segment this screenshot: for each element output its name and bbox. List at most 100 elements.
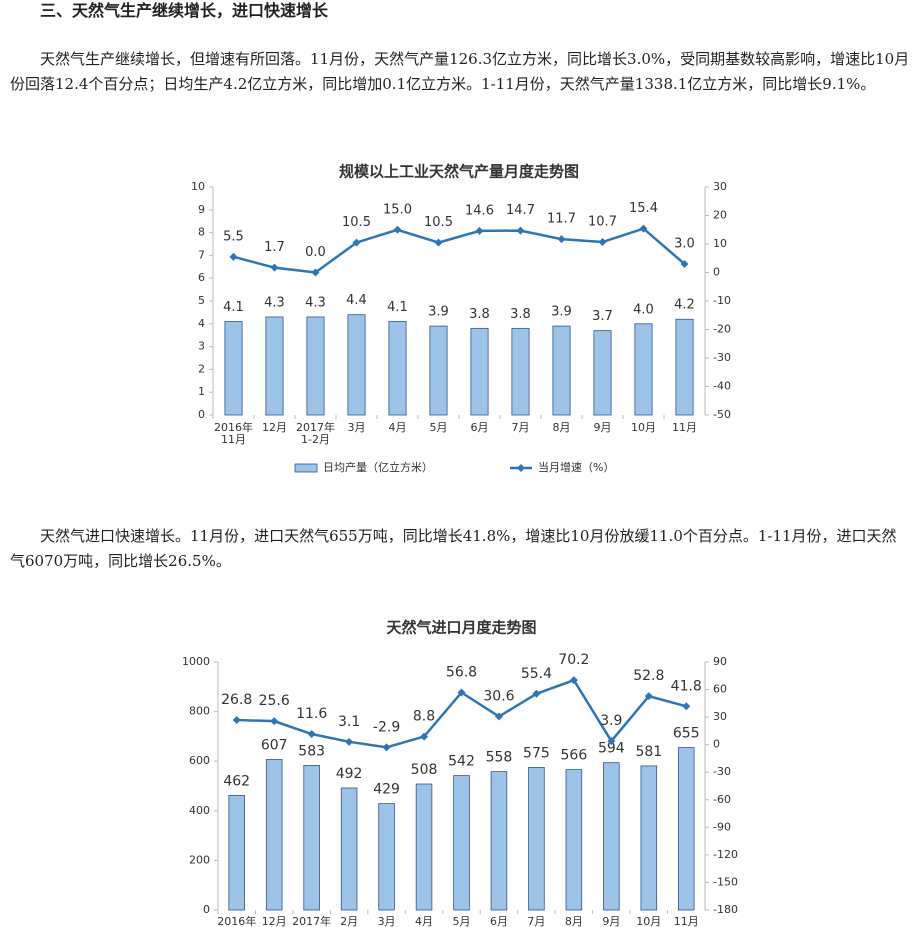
x-tick-label: 2017年: [292, 915, 332, 927]
bar-label: 594: [598, 741, 625, 757]
y-tick-label: 400: [189, 804, 210, 817]
y-tick-label: 4: [198, 317, 205, 330]
bar-label: 429: [373, 782, 400, 798]
y2-tick-label: -30: [713, 765, 731, 778]
y-tick-label: 5: [198, 294, 205, 307]
bar-label: 4.1: [223, 300, 244, 315]
y-tick-label: 6: [198, 271, 205, 284]
bar-label: 3.8: [469, 307, 490, 322]
point-label: 3.0: [674, 236, 695, 251]
marker: [457, 688, 466, 697]
marker: [352, 238, 361, 247]
bar-label: 583: [298, 743, 325, 759]
line: [233, 227, 686, 274]
x-tick-label: 4月: [388, 421, 407, 434]
legend-label: 日均产量（亿立方米）: [323, 460, 433, 474]
y2-tick-label: -150: [713, 875, 738, 888]
point-label: 11.7: [547, 212, 576, 227]
y2-tick-label: -60: [713, 793, 731, 806]
y-tick-label: 0: [198, 408, 205, 421]
bar: [228, 795, 245, 911]
bar-label: 4.0: [633, 302, 654, 317]
bar-label: 3.7: [592, 309, 613, 324]
point-label: 15.4: [629, 201, 658, 216]
legend-swatch: [294, 463, 318, 473]
point-label: 15.0: [383, 202, 412, 217]
y-tick-label: 0: [203, 903, 210, 916]
point-label: 56.8: [446, 664, 477, 680]
marker: [393, 225, 402, 234]
point-label: 8.8: [413, 709, 435, 725]
y2-tick-label: -10: [713, 294, 731, 307]
x-tick-label: 7月: [511, 421, 530, 434]
heading: 三、天然气生产继续增长，进口快速增长: [40, 1, 329, 20]
bar-label: 4.1: [387, 300, 408, 315]
point-label: 70.2: [558, 652, 589, 668]
bar-label: 542: [448, 754, 475, 770]
y2-tick-label: -90: [713, 820, 731, 833]
bar-label: 3.9: [551, 305, 572, 320]
bar: [675, 318, 694, 416]
bar-label: 558: [486, 750, 513, 766]
y2-tick-label: -180: [713, 903, 738, 916]
y2-tick-label: 20: [713, 209, 727, 222]
y2-tick-label: 0: [713, 738, 720, 751]
bar-label: 508: [411, 762, 438, 778]
legend-label: 当月增速（%）: [538, 460, 614, 474]
x-tick-label: 2月: [340, 915, 359, 927]
marker: [307, 730, 316, 739]
bar: [593, 330, 612, 416]
bar: [347, 314, 366, 416]
marker: [270, 717, 279, 726]
y-tick-label: 7: [198, 248, 205, 261]
y-tick-label: 3: [198, 340, 205, 353]
bar: [528, 767, 545, 911]
y-tick-label: 10: [191, 180, 205, 193]
bar: [634, 323, 653, 416]
x-tick-label: 3月: [347, 421, 366, 434]
marker: [598, 238, 607, 247]
point-label: 3.1: [338, 714, 360, 730]
marker: [680, 259, 689, 268]
point-label: 14.7: [506, 203, 535, 218]
point-label: -2.9: [373, 719, 400, 735]
bar: [340, 787, 358, 911]
marker: [232, 716, 241, 725]
bar: [490, 771, 508, 911]
y-tick-label: 600: [189, 754, 210, 767]
point-label: 41.8: [671, 678, 702, 694]
y-tick-label: 200: [189, 853, 210, 866]
y2-tick-label: -30: [713, 351, 731, 364]
bar-label: 492: [336, 766, 363, 782]
y2-tick-label: -20: [713, 323, 731, 336]
x-tick-label: 4月: [415, 915, 434, 927]
x-tick-label: 5月: [452, 915, 471, 927]
bar-label: 3.9: [428, 305, 449, 320]
x-tick-label: 6月: [489, 915, 508, 927]
point-label: 25.6: [259, 693, 290, 709]
y2-tick-label: 60: [713, 683, 727, 696]
x-tick-label: 12月: [261, 915, 287, 927]
marker: [557, 235, 566, 244]
marker: [644, 692, 653, 701]
bar: [565, 769, 583, 911]
bar-label: 4.3: [305, 295, 326, 310]
marker: [494, 712, 503, 721]
marker: [475, 226, 484, 235]
y-tick-label: 8: [198, 226, 205, 239]
marker: [345, 737, 354, 746]
bar-label: 581: [635, 744, 662, 760]
bar: [378, 803, 395, 911]
x-tick-label: 2016年 11月: [214, 421, 253, 446]
marker: [229, 252, 238, 261]
chart-title: 规模以上工业天然气产量月度走势图: [339, 163, 579, 181]
bar: [224, 321, 243, 416]
x-tick-label: 12月: [262, 421, 287, 434]
bar: [640, 765, 658, 911]
x-tick-label: 11月: [673, 915, 699, 927]
bar: [453, 775, 470, 911]
marker: [311, 268, 320, 277]
y2-tick-label: -50: [713, 408, 731, 421]
y2-tick-label: 30: [713, 710, 727, 723]
